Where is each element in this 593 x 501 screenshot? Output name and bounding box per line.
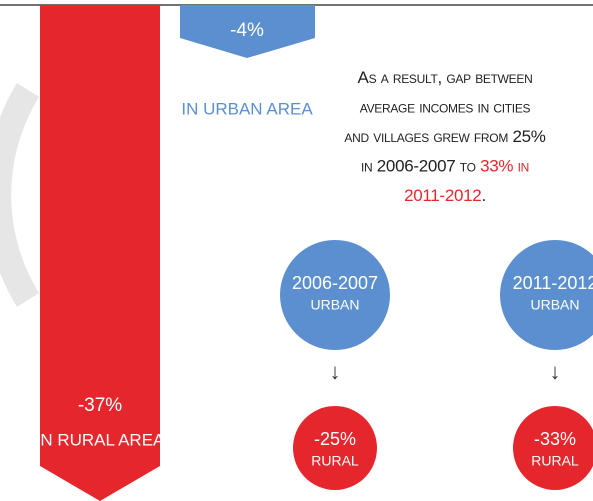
summary-text: in 2006-2007 to (361, 157, 480, 176)
arrow: ↓ (330, 359, 341, 384)
period: 2006-2007 (292, 273, 378, 293)
urban-circle (280, 240, 390, 350)
urban-circle (500, 240, 593, 350)
rural-circle (293, 406, 377, 490)
rural-bar (40, 5, 160, 501)
urban-label: URBAN (310, 297, 359, 313)
summary-line: As a result, gap between (358, 68, 533, 87)
urban-value: -4% (230, 20, 264, 41)
gap: -33% (534, 429, 576, 449)
summary-text: 2011-2012 (404, 186, 481, 205)
summary-text: 33% in (480, 157, 529, 176)
summary-text: average incomes in cities (360, 98, 531, 117)
gap: -25% (314, 429, 356, 449)
arrow: ↓ (550, 359, 561, 384)
summary-line: average incomes in cities (360, 98, 531, 117)
rural-label: RURAL (531, 453, 579, 469)
rural-circle (513, 406, 593, 490)
urban-label: URBAN (530, 297, 579, 313)
summary-line: and villages grew from 25% (344, 127, 545, 146)
summary-text: . (481, 186, 485, 205)
rural-label: IN RURAL AREA (36, 430, 165, 449)
rural-value: -37% (78, 395, 122, 416)
period: 2011-2012 (513, 273, 593, 293)
summary-line: 2011-2012. (404, 186, 486, 205)
rural-label: RURAL (311, 453, 359, 469)
summary-line: in 2006-2007 to 33% in (361, 157, 529, 176)
urban-label: IN URBAN AREA (181, 99, 313, 118)
decorative-arc (0, 83, 40, 307)
summary-text: and villages grew from 25% (344, 127, 545, 146)
summary-text: As a result, gap between (358, 68, 533, 87)
urban-bar (180, 5, 315, 58)
